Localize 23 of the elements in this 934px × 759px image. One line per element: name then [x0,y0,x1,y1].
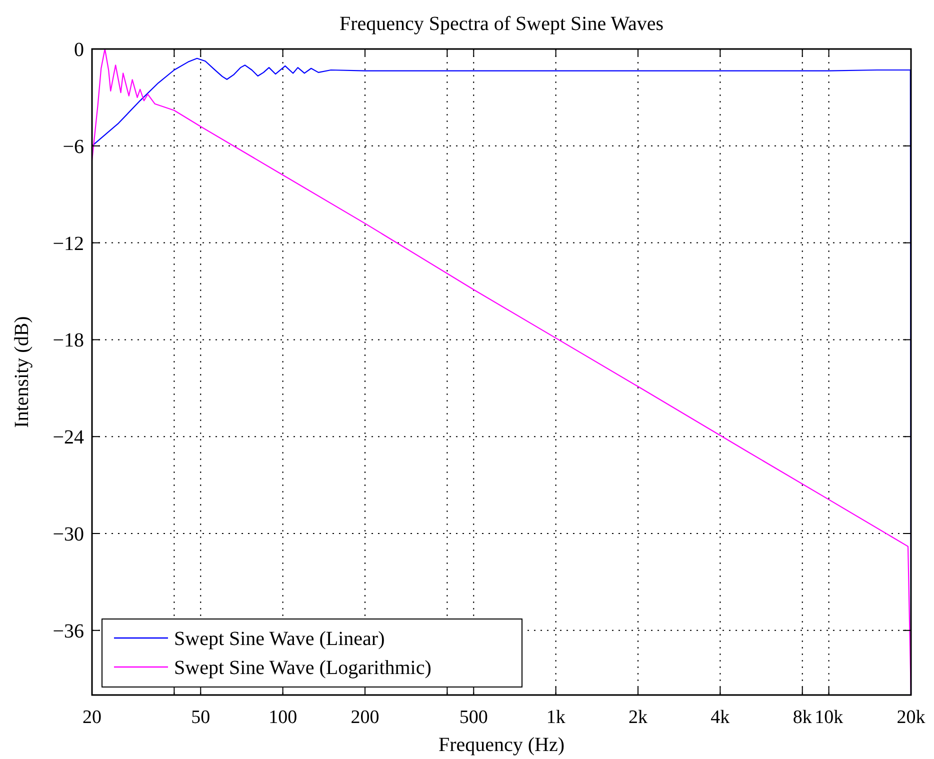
y-tick-label: −6 [62,136,84,158]
x-tick-label: 2k [628,707,648,728]
y-tick-label: −18 [52,330,84,352]
x-tick-label: 100 [268,707,298,728]
y-tick-label: −36 [52,620,84,642]
y-tick-label: −24 [52,426,84,449]
x-tick-label: 1k [546,707,566,728]
legend-label: Swept Sine Wave (Linear) [174,628,385,650]
y-axis-title: Intensity (dB) [11,316,33,428]
chart-title: Frequency Spectra of Swept Sine Waves [339,13,664,35]
x-tick-label: 8k [792,707,812,728]
x-tick-label: 10k [814,707,844,728]
x-tick-label: 20k [896,707,926,728]
x-tick-label: 20 [82,707,102,728]
x-tick-label: 4k [710,707,730,728]
y-tick-label: −12 [52,232,84,255]
x-tick-label: 50 [191,707,210,728]
x-tick-label: 500 [459,707,488,728]
y-tick-label: 0 [74,39,84,61]
x-axis-title: Frequency (Hz) [438,734,565,756]
y-tick-label: −30 [52,524,84,546]
x-tick-label: 200 [350,707,380,728]
legend-label: Swept Sine Wave (Logarithmic) [174,657,432,679]
